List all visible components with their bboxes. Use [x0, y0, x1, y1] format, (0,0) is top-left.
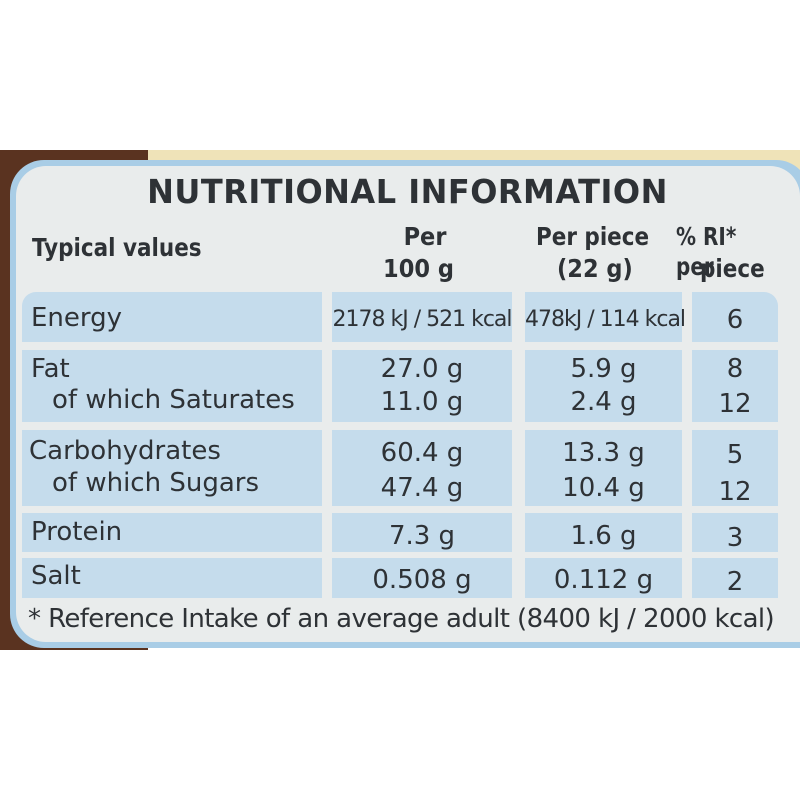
row-protein-name: Protein — [31, 517, 123, 547]
header-perpiece-line1: Per piece — [536, 222, 650, 251]
row-carbohydrates-ri: 5 — [726, 440, 744, 470]
row-carbohydrates-name: Carbohydrates — [29, 436, 221, 466]
row-sugars-name: of which Sugars — [52, 468, 259, 498]
header-ri-line1: % RI* per — [676, 222, 737, 281]
cell-bg — [692, 292, 778, 342]
header-typical-values: Typical values — [32, 233, 202, 262]
cell-bg — [692, 350, 778, 422]
cell-bg — [692, 513, 778, 552]
row-sugars-per100: 47.4 g — [380, 473, 464, 503]
cell-bg — [332, 513, 512, 552]
header-perpiece-line2: (22 g) — [557, 254, 633, 283]
row-energy-ri: 6 — [726, 305, 744, 335]
header-ri-line2: piece — [700, 254, 765, 283]
cell-bg — [692, 558, 778, 598]
row-sugars-ri: 12 — [718, 477, 752, 507]
row-fat-per100: 27.0 g — [380, 354, 464, 384]
label-title: NUTRITIONAL INFORMATION — [147, 172, 668, 211]
cell-bg — [525, 558, 682, 598]
cell-bg — [692, 430, 778, 506]
cell-bg — [525, 292, 682, 342]
row-saturates-perpiece: 2.4 g — [570, 387, 637, 417]
cell-bg — [22, 513, 322, 552]
row-energy-per100: 2178 kJ / 521 kcal — [332, 307, 512, 332]
row-energy-perpiece: 478kJ / 114 kcal — [525, 307, 686, 332]
row-salt-perpiece: 0.112 g — [553, 565, 654, 595]
row-salt-ri: 2 — [726, 567, 744, 597]
cell-bg — [332, 430, 512, 506]
cell-bg — [22, 292, 322, 342]
header-per100-line2: 100 g — [383, 254, 454, 283]
row-carbohydrates-perpiece: 13.3 g — [562, 438, 645, 468]
row-saturates-name: of which Saturates — [52, 385, 295, 415]
row-carbohydrates-per100: 60.4 g — [380, 438, 464, 468]
row-protein-ri: 3 — [726, 523, 744, 553]
row-saturates-per100: 11.0 g — [380, 387, 464, 417]
cell-bg — [332, 558, 512, 598]
row-protein-perpiece: 1.6 g — [570, 521, 637, 551]
row-fat-ri: 8 — [726, 354, 744, 384]
cell-bg — [332, 292, 512, 342]
cell-bg — [525, 513, 682, 552]
row-sugars-perpiece: 10.4 g — [562, 473, 645, 503]
row-salt-per100: 0.508 g — [372, 565, 472, 595]
header-per100-line1: Per — [403, 222, 447, 251]
cell-bg — [22, 558, 322, 598]
cell-bg — [332, 350, 512, 422]
row-salt-name: Salt — [31, 561, 81, 591]
cell-bg — [525, 430, 682, 506]
row-fat-name: Fat — [31, 354, 70, 384]
cell-bg — [22, 350, 322, 422]
footnote: * Reference Intake of an average adult (… — [28, 604, 775, 634]
cell-bg — [22, 430, 322, 506]
cell-bg — [525, 350, 682, 422]
row-fat-perpiece: 5.9 g — [570, 354, 637, 384]
row-energy-name: Energy — [31, 303, 123, 333]
row-saturates-ri: 12 — [718, 389, 752, 419]
row-protein-per100: 7.3 g — [388, 521, 456, 551]
